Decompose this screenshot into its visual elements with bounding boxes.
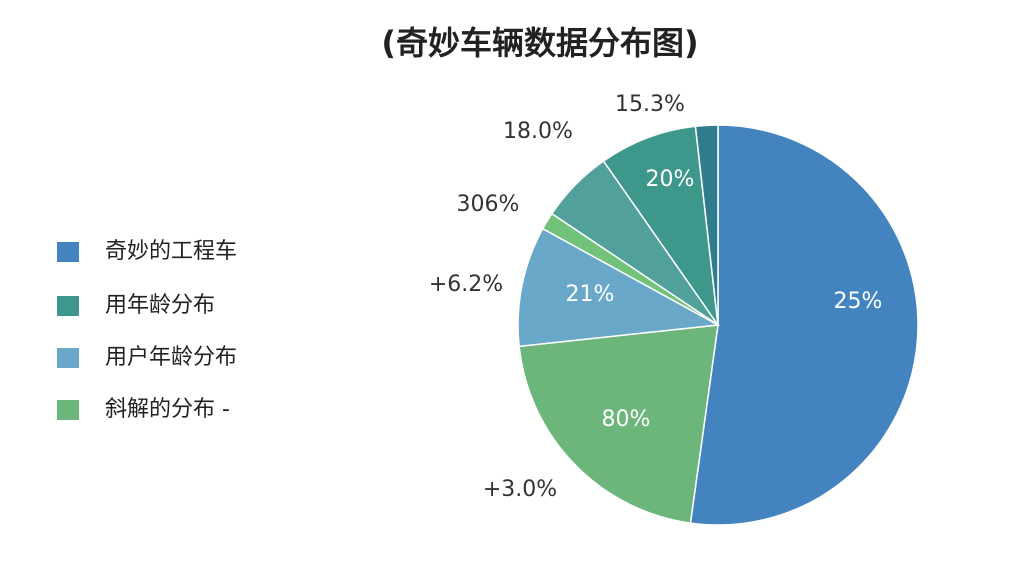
pie-slice (517, 227, 721, 348)
annotation: 15.3% (615, 92, 685, 117)
pie-slice (518, 324, 719, 524)
pie-slice (602, 125, 719, 326)
pie-slice (689, 124, 919, 526)
annotation: +3.0% (483, 477, 557, 502)
annotation: 21% (566, 282, 615, 307)
annotation: +6.2% (429, 272, 503, 297)
annotation: 20% (646, 167, 695, 192)
annotation: 25% (834, 289, 883, 314)
legend-label: 斜解的分布 - (105, 397, 230, 422)
legend-label: 用户年龄分布 (105, 345, 237, 370)
annotation: 306% (457, 192, 520, 217)
legend-swatch (57, 296, 79, 316)
annotation: 18.0% (503, 119, 573, 144)
pie-slice (694, 124, 719, 326)
chart-title: (奇妙车辆数据分布图) (381, 24, 698, 62)
legend-swatch (57, 348, 79, 368)
legend-swatch (57, 242, 79, 262)
legend-swatch (57, 400, 79, 420)
legend-label: 奇妙的工程车 (105, 239, 237, 264)
annotation: 80% (602, 407, 651, 432)
legend-label: 用年龄分布 (105, 293, 215, 318)
